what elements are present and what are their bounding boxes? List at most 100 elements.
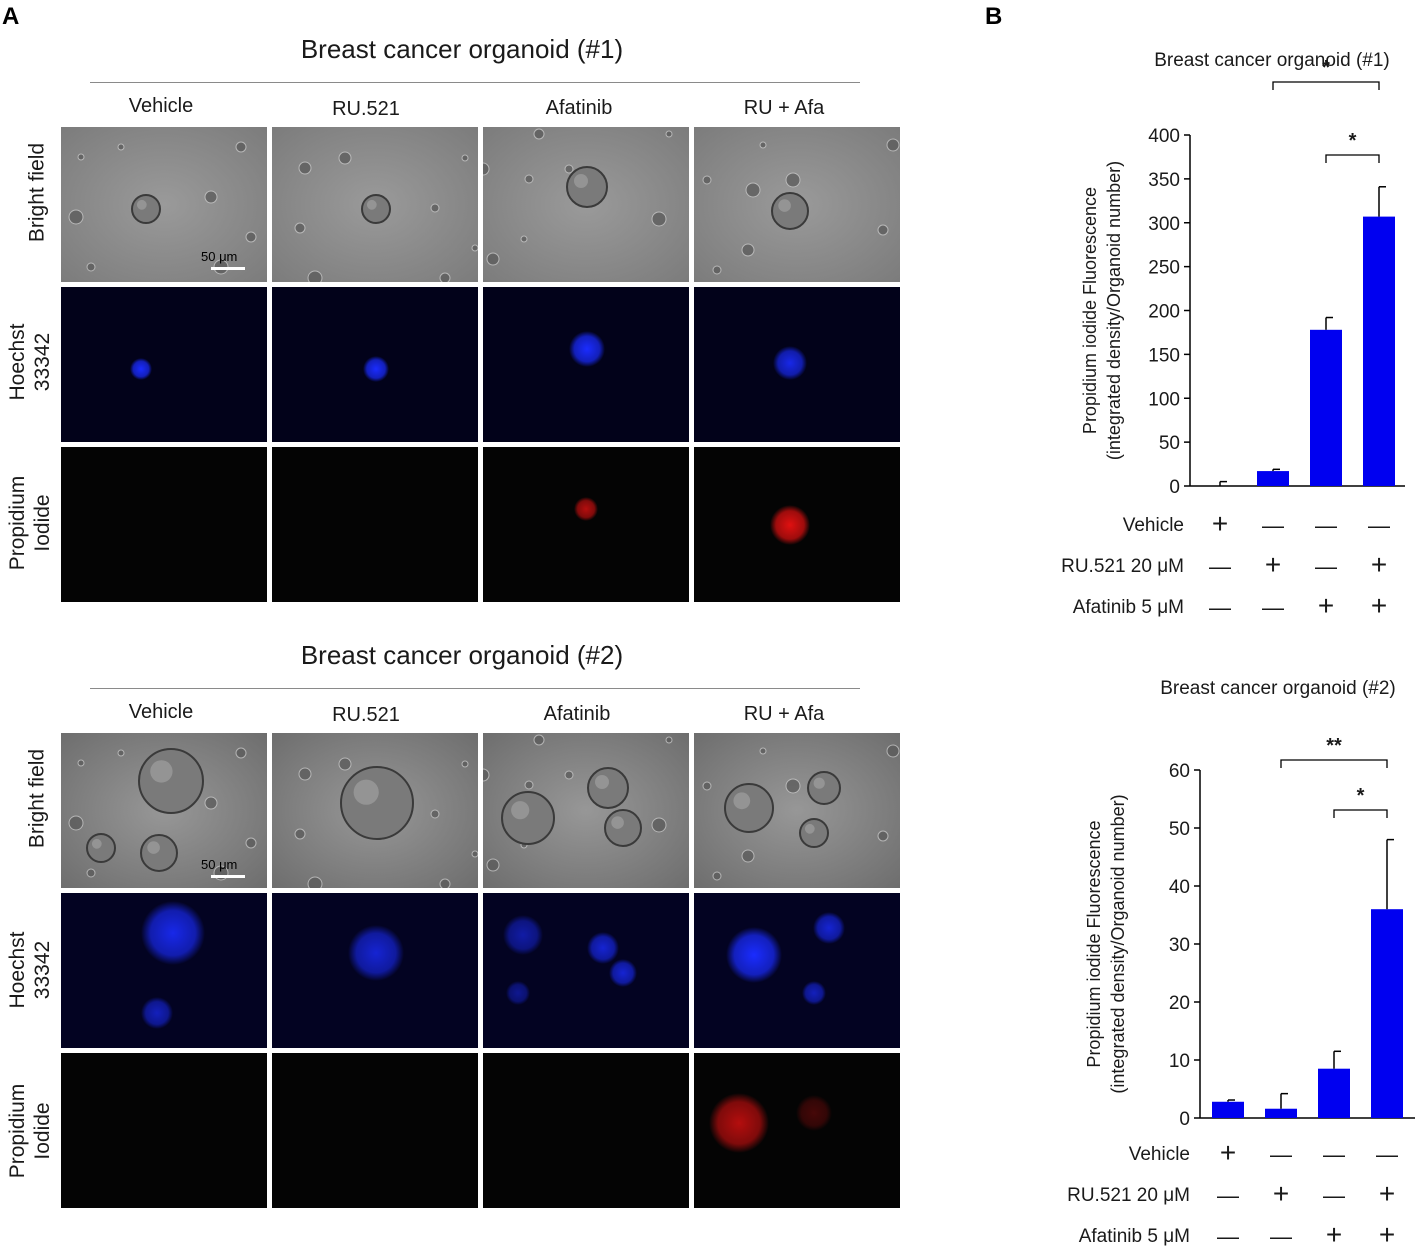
y-tick-label: 30 bbox=[1169, 935, 1190, 956]
treatment-mark: — bbox=[1270, 1142, 1292, 1167]
treatment-mark: — bbox=[1209, 554, 1231, 579]
significance-bracket bbox=[1325, 154, 1380, 163]
col-label-vehicle-2: Vehicle bbox=[128, 701, 194, 723]
micrograph-pi-afatinib bbox=[483, 1053, 689, 1208]
organoid-1-title: Breast cancer organoid (#1) bbox=[300, 34, 624, 64]
micrograph-hoechst-vehicle bbox=[61, 287, 267, 442]
row-label-propidium: Propidium Iodide bbox=[6, 475, 54, 571]
treatment-mark: — bbox=[1376, 1142, 1398, 1167]
y-axis-label: (integrated density/Organoid number) bbox=[1104, 161, 1124, 460]
treatment-mark: + bbox=[1379, 1178, 1395, 1209]
treatment-mark: — bbox=[1270, 1224, 1292, 1247]
micrograph-pi-afatinib bbox=[483, 447, 689, 602]
row-label-hoechst-2: Hoechst 33342 bbox=[6, 931, 54, 1009]
micrograph-pi-ru-afa bbox=[694, 1053, 900, 1208]
significance-bracket bbox=[1272, 81, 1380, 90]
row-label-hoechst: Hoechst 33342 bbox=[6, 323, 54, 401]
micrograph-bf-vehicle: 50 μm bbox=[61, 127, 267, 282]
y-axis-label: Propidium iodide Fluorescence bbox=[1084, 820, 1104, 1067]
micrograph-pi-ru521 bbox=[272, 1053, 478, 1208]
y-tick-label: 100 bbox=[1148, 389, 1180, 410]
treatment-mark: — bbox=[1262, 513, 1284, 538]
micrograph-bf-afatinib bbox=[483, 127, 689, 282]
y-tick-label: 40 bbox=[1169, 877, 1190, 898]
bar-chart-organoid-1: Breast cancer organoid (#1) 0 50 100 150 200 2… bbox=[1061, 50, 1405, 621]
chart-title: Breast cancer organoid (#1) bbox=[1154, 50, 1390, 71]
y-tick-label: 200 bbox=[1148, 302, 1180, 323]
micrograph-hoechst-afatinib bbox=[483, 287, 689, 442]
treatment-label: Vehicle bbox=[1123, 515, 1184, 536]
y-tick-label: 50 bbox=[1169, 819, 1190, 840]
organoid-2-title: Breast cancer organoid (#2) bbox=[300, 640, 624, 670]
y-tick-label: 20 bbox=[1169, 993, 1190, 1014]
significance-bracket bbox=[1333, 809, 1388, 818]
significance-label: * bbox=[1349, 130, 1357, 152]
treatment-mark: + bbox=[1326, 1219, 1342, 1247]
micrograph-pi-ru521 bbox=[272, 447, 478, 602]
row-label-bright-field-2: Bright field bbox=[25, 748, 49, 849]
bar bbox=[1212, 1101, 1244, 1118]
treatment-mark: — bbox=[1262, 595, 1284, 620]
significance-label: * bbox=[1322, 57, 1330, 79]
micrograph-bf-afatinib bbox=[483, 733, 689, 888]
micrograph-hoechst-vehicle bbox=[61, 893, 267, 1048]
bar bbox=[1310, 329, 1342, 486]
scale-bar-label: 50 μm bbox=[201, 857, 238, 872]
micrograph-bf-ru521 bbox=[272, 733, 478, 888]
col-label-ru521-2: RU.521 bbox=[332, 704, 400, 726]
micrograph-bf-ru-afa bbox=[694, 127, 900, 282]
treatment-mark: — bbox=[1217, 1224, 1239, 1247]
treatment-mark: + bbox=[1265, 549, 1281, 580]
micrograph-hoechst-ru-afa bbox=[694, 893, 900, 1048]
y-axis-label: Propidium iodide Fluorescence bbox=[1080, 187, 1100, 434]
bar bbox=[1371, 909, 1403, 1118]
micrograph-bf-ru-afa bbox=[694, 733, 900, 888]
col-label-vehicle: Vehicle bbox=[128, 95, 194, 117]
micrograph-pi-vehicle bbox=[61, 1053, 267, 1208]
significance-label: * bbox=[1357, 785, 1365, 807]
bar bbox=[1318, 1068, 1350, 1118]
significance-bracket bbox=[1280, 759, 1388, 768]
treatment-mark: — bbox=[1217, 1183, 1239, 1208]
y-tick-label: 300 bbox=[1148, 214, 1180, 235]
treatment-mark: + bbox=[1371, 590, 1387, 621]
treatment-mark: + bbox=[1379, 1219, 1395, 1247]
scale-bar-label: 50 μm bbox=[201, 249, 238, 264]
bar bbox=[1363, 216, 1395, 487]
y-tick-label: 250 bbox=[1148, 258, 1180, 279]
y-tick-label: 400 bbox=[1148, 126, 1180, 147]
organoid-2-rule bbox=[90, 688, 860, 689]
significance-label: ** bbox=[1326, 735, 1342, 757]
y-tick-label: 0 bbox=[1169, 477, 1180, 498]
col-label-ru521: RU.521 bbox=[332, 98, 400, 120]
treatment-mark: + bbox=[1212, 508, 1228, 539]
treatment-mark: — bbox=[1368, 513, 1390, 538]
treatment-label: RU.521 20 μM bbox=[1061, 556, 1184, 577]
y-tick-label: 350 bbox=[1148, 170, 1180, 191]
y-axis-label: (integrated density/Organoid number) bbox=[1108, 794, 1128, 1093]
y-tick-label: 150 bbox=[1148, 345, 1180, 366]
chart-title: Breast cancer organoid (#2) bbox=[1160, 678, 1396, 699]
micrograph-bf-ru521 bbox=[272, 127, 478, 282]
treatment-mark: — bbox=[1315, 513, 1337, 538]
col-label-afatinib-2: Afatinib bbox=[543, 703, 611, 725]
bar bbox=[1257, 471, 1289, 486]
micrograph-hoechst-ru521 bbox=[272, 893, 478, 1048]
micrograph-pi-ru-afa bbox=[694, 447, 900, 602]
treatment-mark: + bbox=[1220, 1137, 1236, 1168]
col-label-ru-afa-2: RU + Afa bbox=[743, 703, 825, 725]
organoid-1-rule bbox=[90, 82, 860, 83]
treatment-label: Vehicle bbox=[1129, 1144, 1190, 1165]
treatment-label: Afatinib 5 μM bbox=[1073, 597, 1184, 618]
micrograph-bf-vehicle: 50 μm bbox=[61, 733, 267, 888]
scale-bar bbox=[211, 267, 245, 270]
col-label-ru-afa: RU + Afa bbox=[743, 97, 825, 119]
row-label-propidium-2: Propidium Iodide bbox=[6, 1083, 54, 1179]
col-label-afatinib: Afatinib bbox=[545, 97, 613, 119]
treatment-label: RU.521 20 μM bbox=[1067, 1185, 1190, 1206]
panel-b-letter: B bbox=[985, 3, 1003, 30]
treatment-mark: + bbox=[1371, 549, 1387, 580]
y-tick-label: 0 bbox=[1179, 1109, 1190, 1130]
bar-chart-organoid-2: Breast cancer organoid (#2) 0 10 20 30 40 50 60… bbox=[1067, 678, 1415, 1247]
micrograph-pi-vehicle bbox=[61, 447, 267, 602]
